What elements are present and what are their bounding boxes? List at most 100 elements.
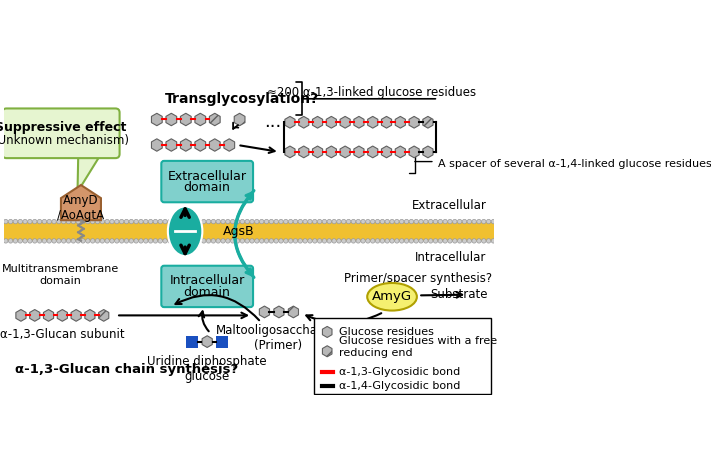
Polygon shape [326,117,336,128]
FancyBboxPatch shape [161,161,253,202]
Polygon shape [312,117,323,128]
Circle shape [71,239,75,243]
Circle shape [33,219,37,224]
Circle shape [14,239,18,243]
Circle shape [361,239,365,243]
Circle shape [149,219,153,224]
Circle shape [419,219,423,224]
Circle shape [62,219,66,224]
Text: α-1,3-Glucan subunit: α-1,3-Glucan subunit [0,328,124,341]
Circle shape [370,219,375,224]
Circle shape [158,219,163,224]
Circle shape [481,239,486,243]
Polygon shape [354,117,364,128]
FancyBboxPatch shape [216,336,228,348]
Circle shape [274,219,279,224]
Text: Multitransmembrane
domain: Multitransmembrane domain [1,264,119,286]
Text: (Unknown mechanism): (Unknown mechanism) [0,134,129,146]
Text: domain: domain [183,181,230,194]
Text: Suppressive effect: Suppressive effect [0,121,127,133]
Circle shape [95,239,100,243]
Circle shape [235,219,240,224]
Circle shape [57,239,61,243]
Text: Extracellular: Extracellular [412,198,486,212]
Circle shape [443,239,447,243]
Polygon shape [99,309,109,321]
Circle shape [317,239,322,243]
Circle shape [327,219,331,224]
Circle shape [129,239,134,243]
Circle shape [47,219,51,224]
Circle shape [438,239,442,243]
Circle shape [230,219,235,224]
Circle shape [240,219,245,224]
Polygon shape [354,146,364,158]
Circle shape [245,219,250,224]
Circle shape [33,239,37,243]
Circle shape [225,219,230,224]
Circle shape [429,239,433,243]
Circle shape [260,239,264,243]
Polygon shape [181,113,191,126]
Circle shape [390,239,395,243]
Circle shape [414,239,418,243]
Circle shape [52,239,56,243]
Circle shape [129,219,134,224]
Circle shape [105,239,109,243]
Circle shape [149,239,153,243]
Circle shape [433,219,438,224]
Circle shape [419,239,423,243]
Circle shape [477,239,481,243]
Circle shape [4,239,8,243]
Circle shape [134,239,139,243]
Circle shape [356,239,360,243]
Circle shape [221,239,225,243]
Polygon shape [340,146,351,158]
Circle shape [491,219,496,224]
Ellipse shape [168,206,203,256]
Text: Primer/spacer synthesis?: Primer/spacer synthesis? [343,271,491,285]
Circle shape [284,239,288,243]
FancyBboxPatch shape [2,109,119,158]
Circle shape [255,239,259,243]
Circle shape [346,219,351,224]
Circle shape [163,239,167,243]
Circle shape [47,239,51,243]
Ellipse shape [367,283,417,311]
Polygon shape [181,139,191,151]
Circle shape [346,239,351,243]
Circle shape [303,239,307,243]
Polygon shape [312,146,323,158]
Text: α-1,3-Glycosidic bond: α-1,3-Glycosidic bond [339,367,460,377]
Polygon shape [322,346,332,357]
Circle shape [57,219,61,224]
Text: Glucose residues with a free
reducing end: Glucose residues with a free reducing en… [339,336,497,358]
Polygon shape [274,306,284,318]
Text: Uridine diphosphate
glucose: Uridine diphosphate glucose [147,355,267,383]
Circle shape [173,239,177,243]
Polygon shape [260,306,269,318]
Circle shape [119,239,124,243]
Circle shape [201,219,206,224]
Circle shape [375,219,380,224]
Circle shape [197,239,201,243]
Text: ≈200 α-1,3-linked glucose residues: ≈200 α-1,3-linked glucose residues [267,87,476,99]
Circle shape [28,219,32,224]
Circle shape [433,239,438,243]
Polygon shape [61,185,101,220]
Circle shape [90,219,95,224]
Circle shape [293,219,298,224]
Polygon shape [210,113,220,126]
FancyBboxPatch shape [314,318,491,394]
Circle shape [216,239,220,243]
Circle shape [187,219,191,224]
Polygon shape [289,306,299,318]
Circle shape [144,219,148,224]
Circle shape [289,219,293,224]
Circle shape [289,239,293,243]
Polygon shape [85,309,95,321]
Circle shape [9,239,13,243]
Polygon shape [423,146,433,158]
Circle shape [293,239,298,243]
Text: AmyD
/AoAgtA: AmyD /AoAgtA [58,195,105,222]
